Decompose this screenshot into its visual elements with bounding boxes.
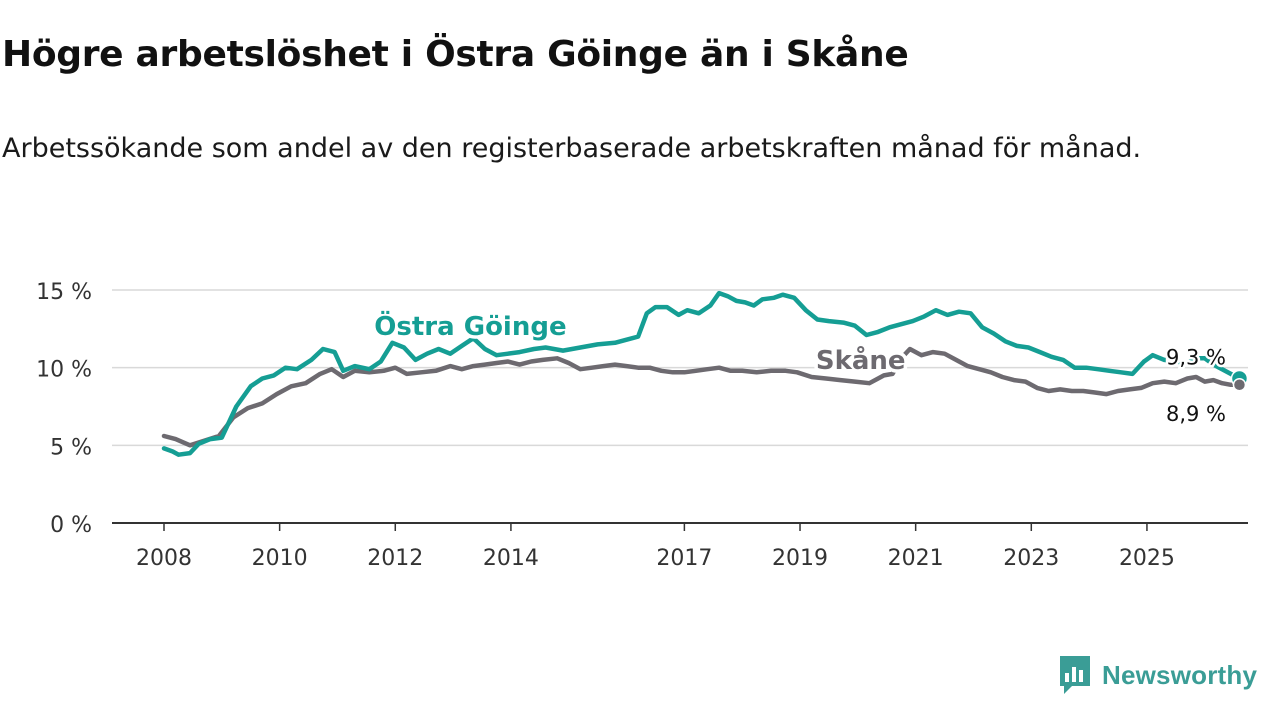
end-point-skane	[1232, 378, 1247, 392]
x-tick-label: 2017	[656, 546, 712, 571]
x-tick-label: 2019	[772, 546, 828, 571]
end-label-ostra-goinge: 9,3 %	[1166, 346, 1226, 370]
x-tick-label: 2012	[367, 546, 423, 571]
x-tick-label: 2023	[1003, 546, 1059, 571]
y-tick-label: 10 %	[36, 358, 92, 383]
x-tick-label: 2014	[483, 546, 539, 571]
x-tick-label: 2021	[888, 546, 944, 571]
y-tick-label: 0 %	[50, 513, 92, 538]
series-label-skane: Skåne	[816, 344, 906, 376]
axes: 0 % 5 % 10 % 15 % 2008 2010 2012 2014 2017 2019 20…	[36, 280, 1248, 571]
y-tick-label: 5 %	[50, 435, 92, 460]
x-tick-label: 2010	[252, 546, 308, 571]
y-tick-label: 15 %	[36, 280, 92, 305]
series	[161, 290, 1249, 457]
chart-bubble-icon	[1060, 656, 1090, 694]
brand-name: Newsworthy	[1102, 659, 1258, 690]
end-label-skane: 8,9 %	[1166, 402, 1226, 426]
series-line-ostra-goinge	[161, 290, 1242, 457]
newsworthy-brand: Newsworthy	[1058, 654, 1257, 696]
x-tick-label: 2025	[1119, 546, 1175, 571]
x-tick-label: 2008	[136, 546, 192, 571]
chart-title: Högre arbetslöshet i Östra Göinge än i S…	[2, 34, 909, 75]
chart-subtitle: Arbetssökande som andel av den registerb…	[2, 133, 1142, 164]
labels: 9,3 % 8,9 % Östra Göinge Skåne	[371, 306, 1229, 429]
series-label-ostra-goinge: Östra Göinge	[374, 309, 566, 342]
series-line-skane	[161, 346, 1242, 448]
